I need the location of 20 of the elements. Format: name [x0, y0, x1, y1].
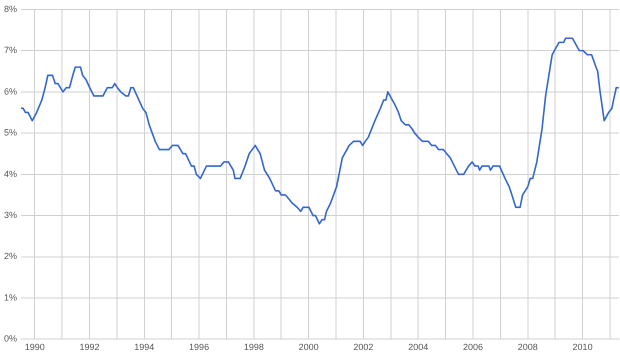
y-tick-label: 7%: [4, 45, 18, 56]
x-tick-label: 1992: [79, 342, 100, 352]
y-tick-label: 5%: [4, 128, 18, 138]
x-tick-label: 2010: [572, 342, 593, 352]
y-tick-label: 3%: [4, 210, 18, 220]
x-tick-label: 2008: [518, 342, 538, 352]
x-tick-label: 2006: [462, 342, 484, 352]
x-tick-label: 2000: [298, 342, 319, 352]
y-tick-label: 6%: [4, 86, 18, 96]
y-tick-label: 8%: [4, 4, 18, 14]
y-tick-label: 1%: [4, 292, 18, 302]
x-tick-label: 2002: [353, 342, 374, 352]
x-tick-label: 1998: [244, 342, 264, 352]
x-tick-label: 1996: [189, 342, 210, 352]
x-tick-label: 1994: [134, 342, 154, 352]
y-tick-label: 4%: [4, 168, 18, 179]
x-tick-label: 2004: [408, 342, 428, 352]
x-tick-label: 1990: [24, 342, 45, 352]
y-tick-label: 0%: [4, 334, 18, 344]
y-tick-label: 2%: [4, 251, 18, 262]
